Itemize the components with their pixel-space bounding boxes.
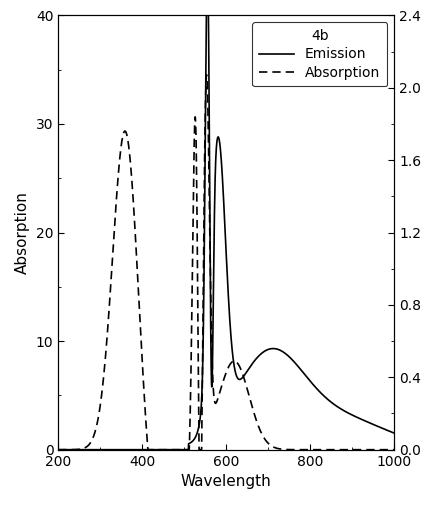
Absorption [197,447,202,453]
Absorption [204,72,209,78]
Absorption [56,447,61,453]
Line: Absorption: Absorption [58,75,394,450]
Emission [199,385,205,391]
X-axis label: Wavelength: Wavelength [181,474,271,489]
Line: Emission: Emission [58,0,394,450]
Emission [215,134,221,140]
Absorption [215,395,221,401]
Absorption [199,398,205,404]
Emission [197,421,202,427]
Emission [365,419,370,425]
Absorption [300,447,305,453]
Absorption [392,447,397,453]
Absorption [381,447,387,453]
Emission [300,368,305,375]
Absorption [145,447,151,453]
Absorption [365,447,370,453]
Y-axis label: Absorption: Absorption [15,191,30,274]
Emission [56,447,61,453]
Legend: Emission, Absorption: Emission, Absorption [252,22,387,86]
Emission [381,426,387,432]
Emission [392,430,397,436]
